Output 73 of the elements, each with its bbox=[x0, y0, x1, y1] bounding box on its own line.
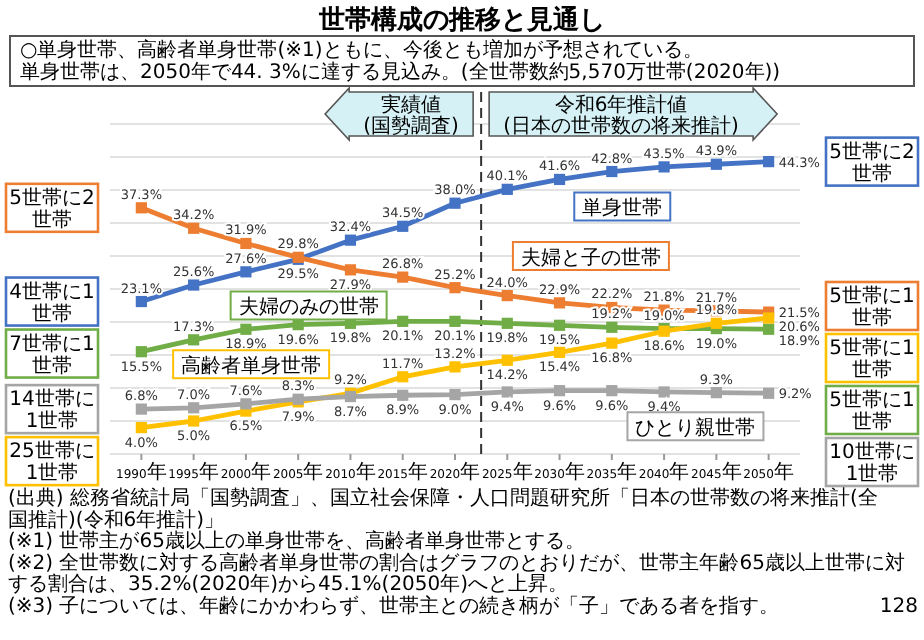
point bbox=[553, 385, 566, 397]
point bbox=[135, 346, 147, 358]
point bbox=[449, 315, 461, 327]
series-label: ひとり親世帯 bbox=[635, 415, 756, 440]
point bbox=[501, 290, 513, 302]
point bbox=[135, 295, 147, 308]
series-label: 高齢者単身世帯 bbox=[181, 353, 322, 378]
chart-title: 世帯構成の推移と見通し bbox=[317, 4, 605, 36]
point bbox=[240, 266, 252, 278]
point bbox=[449, 361, 461, 373]
text: 128 bbox=[879, 596, 918, 618]
point bbox=[240, 237, 252, 250]
point bbox=[710, 158, 722, 170]
text: (※1) 世帯主が65歳以上の単身世帯を、高齢者単身世帯とする。 bbox=[8, 529, 585, 554]
point bbox=[606, 321, 618, 333]
point bbox=[763, 156, 775, 168]
point bbox=[501, 354, 513, 366]
point bbox=[397, 389, 409, 401]
point bbox=[135, 202, 147, 214]
point bbox=[501, 386, 513, 398]
text: 10世帯に1世帯 bbox=[829, 440, 915, 486]
text: 5世帯に2世帯 bbox=[9, 185, 95, 232]
point bbox=[188, 402, 200, 414]
chart-subtitle: ○単身世帯、高齢者単身世帯(※1)ともに、今後とも増加が予想されている。単身世帯は、2050年で44. 3%に達する見込み。(全世帯数約5,570万世帯(2020年)) bbox=[20, 38, 781, 84]
series-label: 夫婦と子の世帯 bbox=[520, 245, 661, 270]
point bbox=[240, 323, 252, 335]
text: 7世帯に1世帯 bbox=[9, 331, 95, 378]
text: 14世帯に1世帯 bbox=[9, 387, 95, 434]
point bbox=[135, 403, 147, 415]
point bbox=[188, 279, 200, 291]
point bbox=[449, 197, 461, 209]
point bbox=[397, 315, 409, 327]
point bbox=[397, 271, 409, 283]
text: (出典) 総務省統計局「国勢調査」、国立社会保障・人口問題研究所「日本の世帯数の将来推計(全国推計)(令和6年推計)」 bbox=[8, 486, 878, 532]
text: (※2) 全世帯数に対する高齢者単身世帯の割合はグラフのとおりだが、世帯主年齢65歳以上世帯に対する割合は、35.2%(2020年)から45.1%(2050年)へと上昇。 bbox=[8, 550, 905, 597]
point bbox=[553, 297, 566, 309]
text: 5世帯に1世帯 bbox=[829, 284, 915, 330]
point bbox=[135, 422, 147, 434]
point bbox=[397, 220, 409, 232]
point bbox=[397, 371, 409, 383]
text: 5世帯に2世帯 bbox=[829, 139, 915, 186]
point bbox=[710, 317, 722, 329]
point bbox=[553, 346, 566, 358]
point bbox=[188, 415, 200, 427]
point bbox=[658, 161, 670, 173]
point bbox=[606, 337, 618, 349]
point bbox=[710, 387, 722, 399]
point bbox=[763, 323, 775, 335]
text: 5世帯に1世帯 bbox=[829, 336, 915, 382]
text: (※3) 子については、年齢にかかわらず、世帯主との続き柄が「子」である者を指す。 bbox=[8, 594, 780, 618]
series-label: 単身世帯 bbox=[582, 196, 663, 221]
point bbox=[658, 386, 670, 398]
point bbox=[188, 334, 200, 346]
text: 4世帯に1世帯 bbox=[9, 279, 95, 326]
annotation: 令和6年推計値 (日本の世帯数の将来推計) bbox=[503, 93, 740, 138]
point bbox=[763, 312, 775, 324]
point bbox=[240, 398, 252, 410]
point bbox=[606, 385, 618, 397]
point bbox=[344, 234, 357, 246]
series-label: 夫婦のみの世帯 bbox=[238, 295, 379, 320]
text: 5世帯に1世帯 bbox=[829, 388, 915, 434]
text: 25世帯に1世帯 bbox=[9, 439, 95, 486]
point bbox=[606, 165, 618, 178]
annotation: 実績値 (国勢調査) bbox=[363, 93, 460, 138]
point bbox=[501, 317, 513, 329]
point bbox=[553, 173, 566, 186]
point bbox=[553, 319, 566, 331]
point bbox=[188, 222, 200, 234]
point bbox=[501, 183, 513, 195]
point bbox=[449, 282, 461, 294]
point bbox=[449, 389, 461, 401]
point bbox=[344, 264, 357, 276]
point bbox=[763, 387, 775, 399]
